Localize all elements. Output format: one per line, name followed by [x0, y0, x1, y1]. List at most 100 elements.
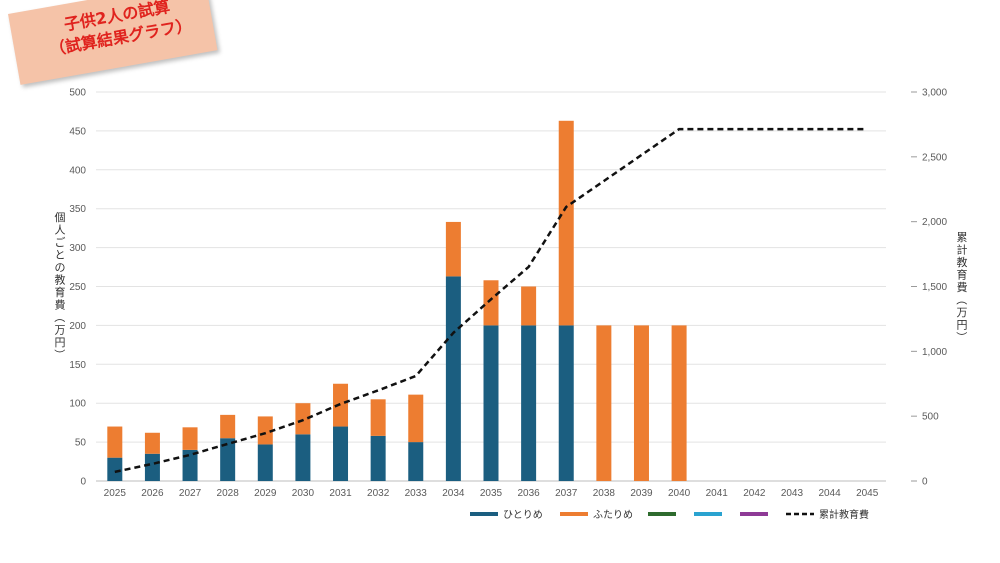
- bar: [370, 399, 386, 436]
- bar: [220, 414, 236, 439]
- left-tick-label: 200: [69, 321, 86, 332]
- bar: [558, 325, 574, 481]
- x-tick-label: 2030: [292, 488, 315, 499]
- axis-title-char: 人: [55, 224, 66, 237]
- x-tick-label: 2043: [781, 488, 804, 499]
- axis-title-char: 個: [55, 211, 66, 224]
- bar: [107, 457, 123, 481]
- x-tick-label: 2045: [856, 488, 879, 499]
- x-axis-ticks: 2025 2026 2027 2028 2029 2030 2031 2032 2033 2034…: [104, 488, 879, 499]
- axis-title-char: 万: [55, 324, 66, 337]
- x-tick-label: 2036: [517, 488, 540, 499]
- x-tick-label: 2033: [405, 488, 428, 499]
- axis-title-char: 円: [55, 336, 66, 349]
- x-tick-label: 2029: [254, 488, 277, 499]
- right-tick-label: 2,500: [922, 152, 947, 163]
- axis-title-char: 費: [957, 280, 968, 294]
- axis-title-char: 育: [957, 268, 968, 282]
- axis-title-char: 万: [957, 306, 968, 319]
- x-tick-label: 2025: [104, 488, 127, 499]
- bar: [521, 286, 537, 326]
- bar: [445, 221, 461, 277]
- axis-title-char: （: [955, 294, 968, 305]
- x-tick-label: 2034: [442, 488, 465, 499]
- bar: [558, 120, 574, 326]
- bar: [370, 435, 386, 481]
- axis-title-char: 教: [55, 274, 66, 287]
- left-tick-label: 300: [69, 243, 86, 254]
- x-tick-label: 2035: [480, 488, 503, 499]
- left-tick-label: 250: [69, 282, 86, 293]
- axis-title-char: と: [55, 249, 66, 262]
- right-tick-label: 1,000: [922, 347, 947, 358]
- x-tick-label: 2044: [818, 488, 841, 499]
- x-tick-label: 2041: [706, 488, 729, 499]
- axis-title-char: 費: [55, 298, 66, 312]
- legend-label: ひとりめ: [503, 509, 543, 521]
- x-tick-label: 2037: [555, 488, 578, 499]
- x-tick-label: 2042: [743, 488, 766, 499]
- bar: [445, 276, 461, 481]
- x-tick-label: 2040: [668, 488, 691, 499]
- bar: [295, 403, 311, 435]
- axis-title-char: 計: [957, 243, 968, 257]
- legend-swatch: [694, 512, 722, 516]
- axis-title-char: ）: [53, 349, 66, 360]
- legend-label: 累計教育費: [819, 508, 869, 521]
- bar: [483, 325, 499, 481]
- bar: [182, 427, 198, 450]
- cumulative-line: [114, 127, 868, 474]
- bar: [408, 394, 424, 443]
- axis-title-char: ）: [955, 332, 968, 343]
- bar: [257, 444, 273, 481]
- left-tick-label: 50: [75, 438, 87, 449]
- left-tick-label: 450: [69, 126, 86, 137]
- x-tick-label: 2039: [630, 488, 653, 499]
- left-tick-label: 0: [80, 477, 86, 488]
- bar: [257, 416, 273, 445]
- axis-title-char: 教: [957, 256, 968, 269]
- right-tick-label: 2,000: [922, 217, 947, 228]
- right-axis-title: 累計教育費（万円）: [955, 231, 968, 343]
- axis-title-char: ご: [55, 235, 66, 249]
- right-axis-ticks: 0 500 1,000 1,500 2,000 2,500 3,000: [911, 88, 947, 488]
- x-tick-label: 2027: [179, 488, 202, 499]
- left-tick-label: 350: [69, 204, 86, 215]
- legend: ひとりめ ふたりめ 累計教育費: [470, 508, 869, 521]
- bar: [671, 325, 687, 481]
- left-tick-label: 500: [69, 88, 86, 99]
- left-tick-label: 150: [69, 360, 86, 371]
- bar: [596, 325, 612, 481]
- x-tick-label: 2038: [593, 488, 616, 499]
- bar: [220, 438, 236, 481]
- right-tick-label: 3,000: [922, 88, 947, 99]
- bar: [107, 426, 123, 458]
- axis-title-char: の: [55, 261, 66, 274]
- bar: [633, 325, 649, 481]
- legend-label: ふたりめ: [593, 509, 633, 521]
- legend-swatch: [560, 512, 588, 516]
- x-tick-label: 2028: [217, 488, 240, 499]
- cumulative-series-line: [114, 127, 868, 474]
- right-tick-label: 0: [922, 477, 928, 488]
- left-tick-label: 100: [69, 399, 86, 410]
- legend-swatch: [470, 512, 498, 516]
- legend-swatch: [740, 512, 768, 516]
- bars: [107, 120, 687, 481]
- bar: [521, 325, 537, 481]
- left-axis-ticks: 0 50 100 150 200 250 300 350 400 450 500: [69, 88, 86, 488]
- axis-title-char: （: [53, 312, 66, 323]
- bar: [144, 453, 160, 481]
- bar: [295, 434, 311, 481]
- right-tick-label: 500: [922, 412, 939, 423]
- left-tick-label: 400: [69, 165, 86, 176]
- axis-title-char: 育: [55, 285, 66, 299]
- axis-title-char: 累: [957, 231, 968, 244]
- axis-title-char: 円: [957, 319, 968, 332]
- bar: [182, 449, 198, 481]
- x-tick-label: 2032: [367, 488, 390, 499]
- bar: [333, 426, 349, 481]
